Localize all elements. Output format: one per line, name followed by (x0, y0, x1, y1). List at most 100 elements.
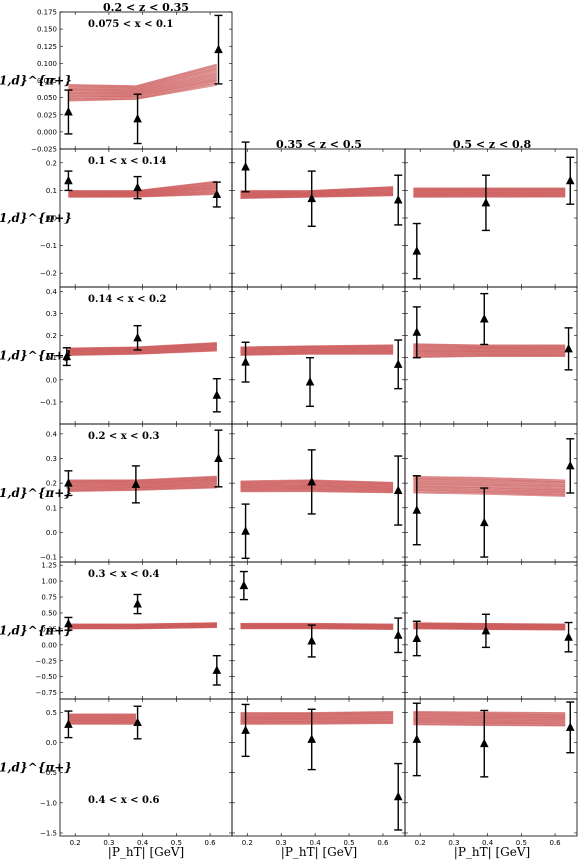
band-line (413, 722, 566, 725)
triangle-marker (307, 636, 317, 645)
col-title-0: 0.2 < z < 0.35 (103, 1, 189, 14)
x-tick-label: 0.2 (70, 839, 81, 847)
panel-frame (59, 561, 233, 700)
model-band (68, 713, 136, 725)
band-line (240, 479, 394, 483)
triangle-marker (481, 625, 491, 635)
band-line (413, 352, 566, 355)
y-tick-label: −0.1 (40, 554, 57, 562)
y-tick-label: 0.050 (37, 94, 57, 102)
band-line (413, 723, 566, 726)
band-line (413, 487, 566, 493)
triangle-marker (241, 161, 250, 171)
data-point (212, 378, 222, 413)
triangle-marker (481, 197, 491, 207)
x-tick-label: 0.2 (242, 839, 253, 847)
band-line (68, 71, 217, 92)
band-line (68, 66, 217, 89)
band-line (68, 77, 217, 97)
model-band (413, 343, 566, 358)
panel-frame (404, 698, 578, 837)
triangle-marker (479, 738, 489, 748)
y-tick-label: 0.4 (46, 430, 58, 438)
panel-r4-c2 (404, 561, 578, 700)
band-line (413, 717, 566, 720)
column-titles: 0.2 < z < 0.35 0.35 < z < 0.5 0.5 < z < … (103, 1, 531, 151)
y-axis-label: A_{1,d}^{π+} (0, 211, 72, 226)
panel-r5-c1: 0.2 0.3 0.4 0.5 0.6 (231, 698, 406, 847)
y-axis-label: A_{1,d}^{π+} (0, 486, 72, 501)
y-tick-label: 0.125 (37, 43, 57, 51)
x-tick-label: 0.3 (276, 839, 287, 847)
y-tick-label: −1.0 (40, 799, 57, 807)
y-tick-label: 0.0 (46, 739, 57, 747)
data-point (131, 465, 141, 504)
band-line (68, 622, 217, 625)
band-line (240, 720, 394, 722)
data-point (479, 709, 489, 778)
band-line (68, 74, 217, 94)
triangle-marker (239, 580, 249, 590)
x-tick-label: 0.6 (377, 839, 389, 847)
band-line (413, 714, 566, 717)
data-point (393, 762, 403, 831)
triangle-marker (412, 327, 422, 336)
triangle-marker (212, 665, 222, 674)
y-tick-label: 0.00 (41, 641, 57, 649)
data-point (479, 292, 489, 346)
band-line (68, 342, 217, 349)
triangle-marker (133, 182, 142, 192)
triangle-marker (565, 722, 575, 731)
band-line (413, 479, 566, 484)
data-point (393, 339, 403, 390)
data-point (393, 455, 403, 526)
triangle-marker (412, 505, 422, 514)
x-bin-label: 0.075 < x < 0.1 (88, 19, 173, 30)
panel-r1-c2 (404, 148, 578, 288)
panel-frame (231, 148, 406, 288)
model-band (68, 622, 217, 630)
triangle-marker (393, 791, 403, 801)
y-tick-label: 0.075 (37, 77, 57, 85)
band-line (240, 186, 394, 192)
band-line (413, 711, 566, 714)
triangle-marker (133, 599, 142, 608)
y-tick-label: −0.75 (36, 689, 57, 697)
triangle-marker (133, 717, 142, 727)
triangle-marker (241, 725, 250, 734)
band-line (413, 490, 566, 495)
x-tick-label: 0.5 (516, 839, 527, 847)
triangle-marker (412, 246, 422, 255)
y-tick-label: 0.2 (46, 159, 57, 167)
panel-r0-c0: 0.175 0.150 0.125 0.100 0.075 0.050 0.025 0.000… (0, 9, 233, 154)
triangle-marker (307, 476, 317, 486)
data-point (241, 341, 250, 383)
triangle-marker (564, 632, 573, 641)
y-tick-label: 0.150 (37, 26, 57, 34)
data-point (214, 14, 223, 85)
band-line (240, 719, 394, 722)
panel-r2-c0: 0.4 0.3 0.2 0.1 0.0 −0.1 0.14 < x < 0.2 A_{1,d}… (0, 286, 233, 425)
triangle-marker (479, 314, 489, 323)
band-line (413, 710, 566, 714)
data-point (412, 222, 422, 280)
data-point (564, 327, 573, 371)
band-line (413, 476, 566, 482)
triangle-marker (214, 453, 223, 462)
y-axis-label: A_{1,d}^{π+} (0, 74, 72, 89)
band-line (413, 482, 566, 488)
band-line (68, 81, 217, 99)
data-point (64, 170, 73, 192)
y-axis-label: A_{1,d}^{π+} (0, 624, 72, 639)
col-title-2: 0.5 < z < 0.8 (453, 138, 532, 151)
x-tick-label: 0.4 (482, 839, 494, 847)
x-tick-label: 0.3 (103, 839, 114, 847)
data-point (565, 701, 575, 754)
band-line (413, 712, 566, 715)
y-tick-label: 0.1 (46, 187, 57, 195)
y-tick-label: 0.2 (46, 332, 57, 340)
band-line (413, 715, 566, 718)
data-point (412, 702, 422, 777)
y-tick-label: 0.0 (46, 529, 57, 537)
